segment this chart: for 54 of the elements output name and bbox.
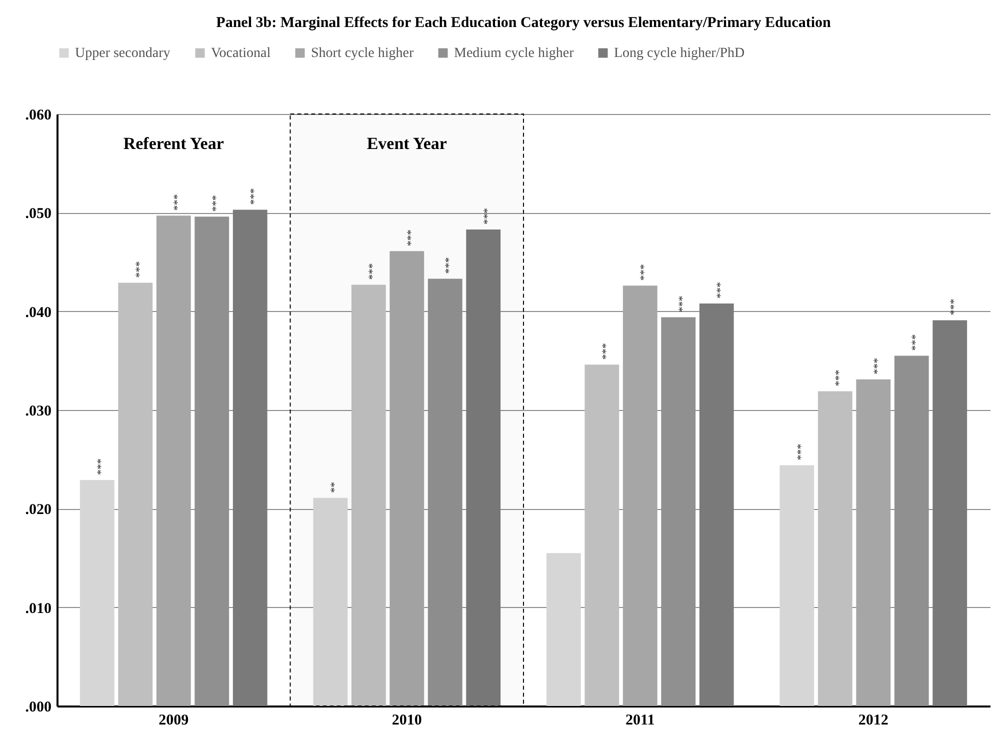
data-label: *** bbox=[91, 458, 104, 476]
bar bbox=[546, 553, 581, 706]
data-label: *** bbox=[596, 343, 608, 360]
bar bbox=[390, 251, 424, 706]
data-label: *** bbox=[129, 261, 142, 278]
data-label: *** bbox=[672, 296, 684, 312]
bar bbox=[780, 465, 814, 706]
legend-label: Short cycle higher bbox=[311, 46, 414, 61]
annotation: Event Year bbox=[366, 134, 448, 153]
y-tick-label: .010 bbox=[25, 600, 52, 617]
x-tick-label: 2009 bbox=[158, 712, 189, 728]
bar bbox=[313, 498, 348, 706]
bar bbox=[622, 286, 658, 706]
legend-label: Upper secondary bbox=[75, 46, 170, 61]
legend-label: Long cycle higher/PhD bbox=[614, 46, 745, 61]
y-tick-label: .040 bbox=[25, 304, 52, 321]
data-label: *** bbox=[867, 358, 880, 374]
data-label: *** bbox=[439, 257, 452, 274]
data-label: *** bbox=[906, 334, 918, 351]
legend-label: Medium cycle higher bbox=[454, 46, 574, 61]
data-label: *** bbox=[710, 282, 723, 298]
bar bbox=[856, 379, 891, 706]
x-tick-label: 2010 bbox=[392, 712, 422, 728]
y-tick-label: .050 bbox=[25, 206, 52, 222]
annotation: Referent Year bbox=[123, 134, 224, 153]
data-label: *** bbox=[634, 264, 646, 281]
data-label: ** bbox=[324, 482, 336, 493]
bar bbox=[584, 364, 620, 706]
y-tick-label: .020 bbox=[25, 502, 52, 518]
x-tick-label: 2012 bbox=[858, 712, 888, 728]
data-label: *** bbox=[944, 298, 956, 316]
bar bbox=[351, 284, 386, 706]
y-tick-label: .060 bbox=[25, 108, 52, 124]
data-label: *** bbox=[829, 370, 842, 386]
data-label: *** bbox=[168, 194, 180, 211]
x-tick-label: 2011 bbox=[626, 712, 655, 728]
data-label: *** bbox=[790, 444, 803, 460]
data-label: *** bbox=[362, 263, 375, 280]
bar bbox=[156, 216, 191, 706]
y-tick-label: .000 bbox=[25, 700, 52, 716]
bar bbox=[232, 210, 268, 706]
data-label: *** bbox=[206, 195, 218, 212]
bar bbox=[466, 229, 501, 706]
bar bbox=[932, 320, 968, 706]
chart-title: Panel 3b: Marginal Effects for Each Education Category versus Elementary/Primary Education bbox=[216, 15, 832, 31]
bar bbox=[118, 282, 153, 706]
data-label: *** bbox=[244, 188, 256, 205]
bar bbox=[699, 303, 734, 706]
data-label: *** bbox=[477, 208, 490, 224]
data-label: *** bbox=[400, 230, 413, 246]
bar bbox=[818, 391, 852, 706]
y-tick-label: .030 bbox=[25, 404, 52, 420]
bar bbox=[80, 480, 114, 706]
legend-label: Vocational bbox=[211, 46, 271, 61]
